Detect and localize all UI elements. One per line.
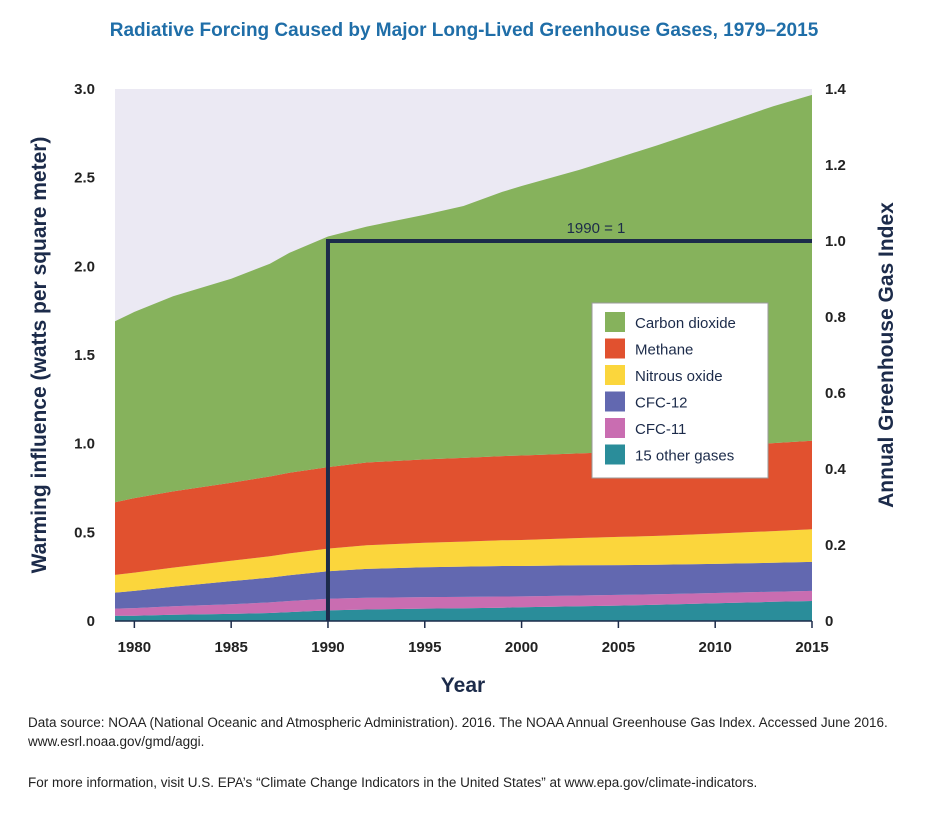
y-tick-label: 2.0 (74, 258, 95, 275)
x-tick-label: 1995 (408, 639, 441, 656)
reference-label: 1990 = 1 (567, 220, 626, 237)
x-tick-label: 1980 (118, 639, 151, 656)
legend-label-cfc-12: CFC-12 (635, 395, 688, 412)
x-tick-label: 2000 (505, 639, 538, 656)
y-tick-label: 2.5 (74, 170, 95, 187)
legend-swatch-15-other-gases (605, 444, 625, 465)
legend-swatch-cfc-12 (605, 391, 625, 412)
more-info-note: For more information, visit U.S. EPA’s “… (28, 775, 758, 790)
x-tick-label: 2015 (795, 639, 828, 656)
legend-swatch-methane (605, 338, 625, 359)
legend-label-cfc-11: CFC-11 (635, 421, 686, 438)
y2-tick-label: 1.4 (825, 81, 847, 98)
legend-label-carbon-dioxide: Carbon dioxide (635, 315, 736, 332)
x-axis-ticks: 1980 1985 1990 1995 2000 2005 2010 2015 (118, 621, 829, 656)
chart-title: Radiative Forcing Caused by Major Long-L… (109, 20, 819, 41)
y2-tick-label: 0 (825, 613, 833, 630)
y-axis-ticks: 0 0.5 1.0 1.5 2.0 2.5 3.0 (74, 81, 95, 630)
area-cfc-11 (115, 590, 812, 616)
y2-tick-label: 0.4 (825, 461, 847, 478)
y2-axis-ticks: 0 0.2 0.4 0.6 0.8 1.0 1.2 1.4 (825, 81, 847, 630)
legend-swatch-cfc-11 (605, 418, 625, 438)
legend: Carbon dioxide Methane Nitrous oxide CFC-12… (591, 302, 769, 479)
y2-tick-label: 0.2 (825, 537, 846, 554)
x-tick-label: 2005 (602, 639, 635, 656)
legend-swatch-nitrous-oxide (605, 365, 625, 385)
y-tick-label: 0 (87, 613, 95, 630)
data-source-note: Data source: NOAA (National Oceanic and … (28, 715, 888, 749)
x-tick-label: 1985 (214, 639, 247, 656)
y-tick-label: 0.5 (74, 524, 95, 541)
reference-line-1990 (325, 239, 812, 621)
x-axis-title: Year (441, 674, 485, 697)
y-tick-label: 1.0 (74, 436, 95, 453)
legend-label-methane: Methane (635, 342, 693, 359)
y-tick-label: 1.5 (74, 347, 95, 364)
area-cfc-12 (115, 561, 812, 609)
area-nitrous-oxide (115, 529, 812, 593)
x-tick-label: 2010 (699, 639, 732, 656)
y2-tick-label: 1.2 (825, 157, 846, 174)
chart: 1990 = 1 1980 1985 1990 1995 2000 2005 2010 201… (28, 81, 898, 697)
area-15-other-gases (115, 601, 812, 621)
y2-tick-label: 1.0 (825, 233, 846, 250)
y2-axis-title: Annual Greenhouse Gas Index (875, 202, 898, 508)
y2-tick-label: 0.6 (825, 385, 846, 402)
index-reference: 1990 = 1 (325, 220, 812, 621)
legend-label-nitrous-oxide: Nitrous oxide (635, 368, 723, 385)
y-tick-label: 3.0 (74, 81, 95, 98)
x-tick-label: 1990 (311, 639, 344, 656)
y-axis-title: Warming influence (watts per square mete… (28, 137, 51, 574)
legend-swatch-carbon-dioxide (605, 312, 625, 332)
y2-tick-label: 0.8 (825, 309, 846, 326)
legend-label-15-other-gases: 15 other gases (635, 448, 734, 465)
